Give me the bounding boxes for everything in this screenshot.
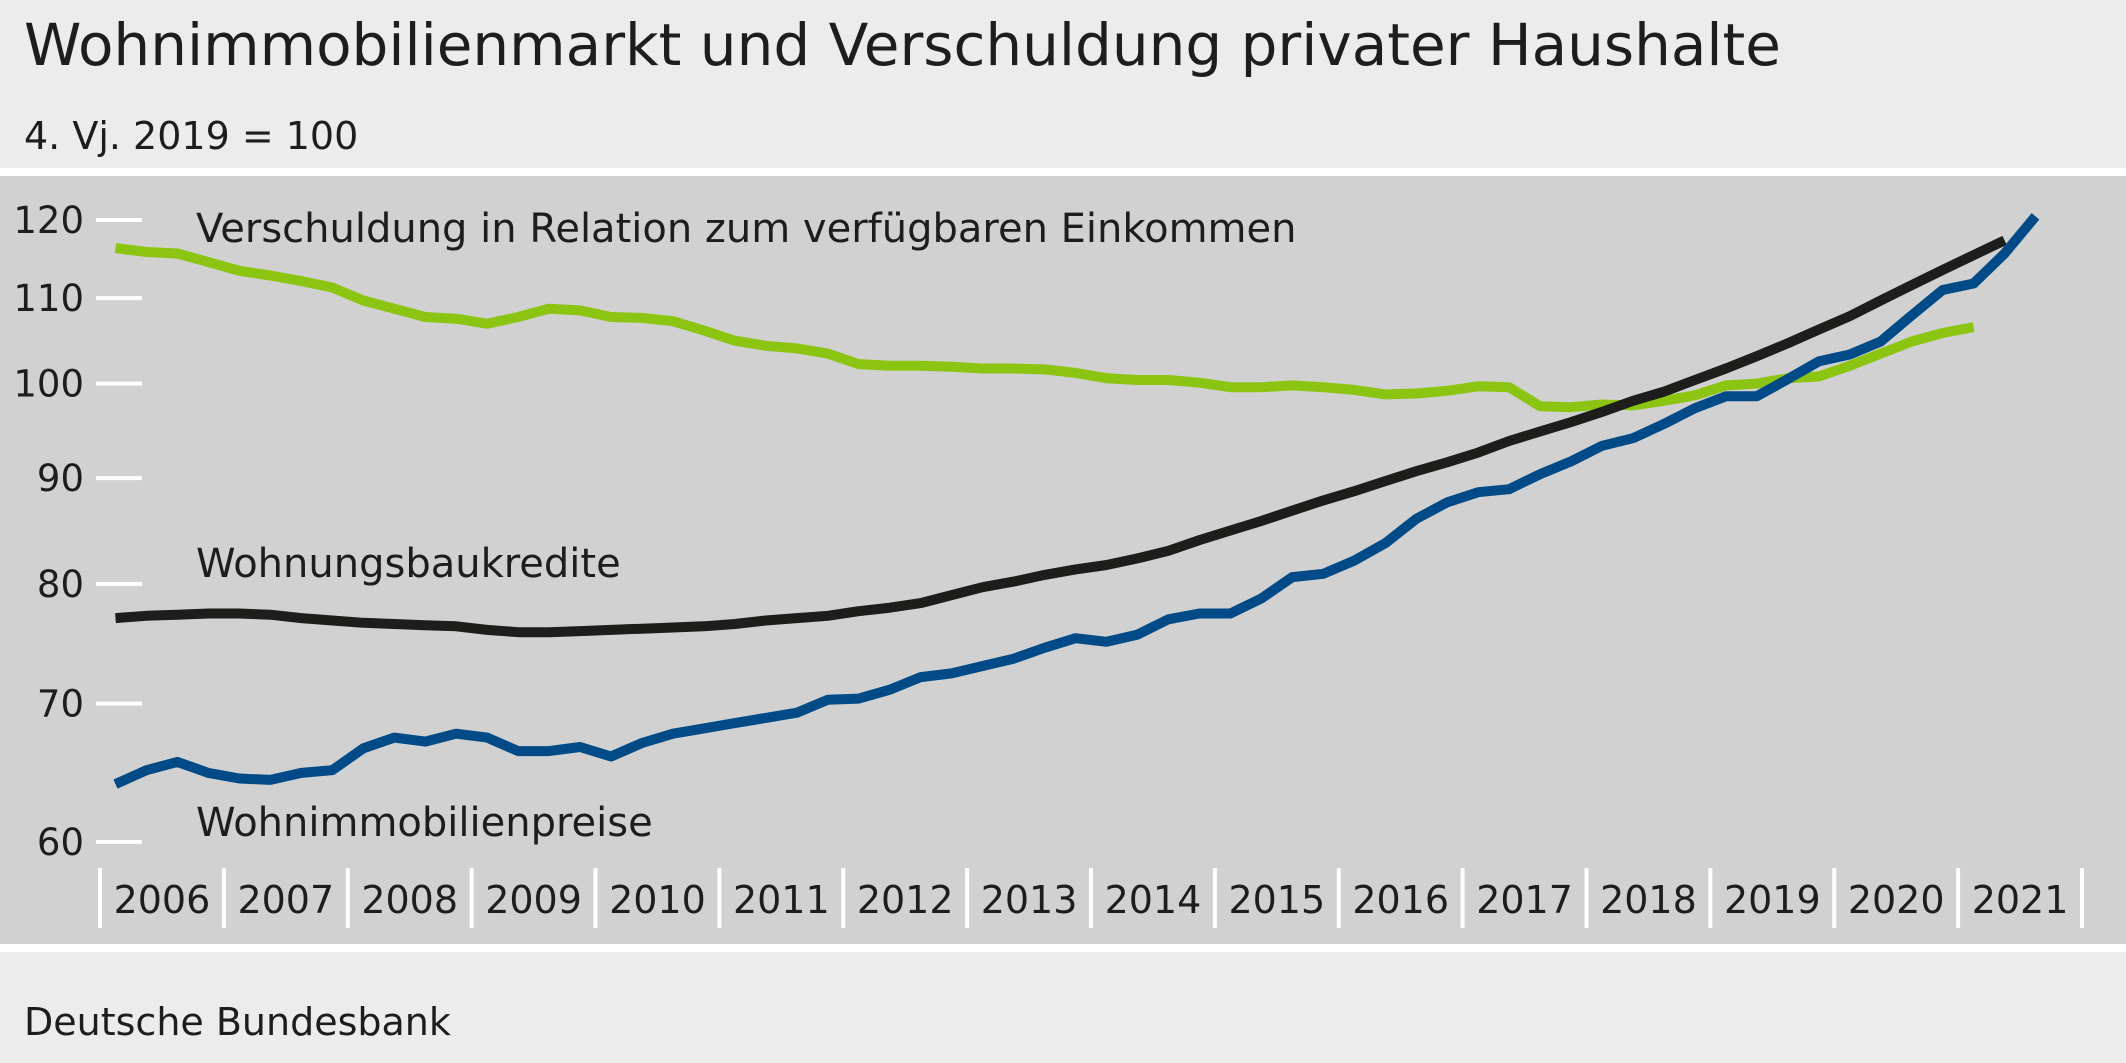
- series-line-wohnimmobilienpreise: [113, 213, 2040, 789]
- x-tick-label-2015: 2015: [1228, 878, 1325, 922]
- x-tick-label-2017: 2017: [1476, 878, 1573, 922]
- series-label-wohnimmobilienpreise: Wohnimmobilienpreise: [196, 800, 653, 846]
- top-divider: [0, 168, 2126, 176]
- x-tick-label-2013: 2013: [981, 878, 1078, 922]
- y-tick-label-100: 100: [13, 363, 84, 406]
- x-tick-label-2012: 2012: [857, 878, 954, 922]
- chart-subtitle: 4. Vj. 2019 = 100: [24, 114, 359, 158]
- series-lines: [113, 213, 2040, 789]
- y-tick-label-110: 110: [13, 277, 84, 320]
- plot-area: 60 70 80 90 100 110 120 2006 2007 2008 2009 2010 20…: [0, 176, 2126, 944]
- x-tick-label-2008: 2008: [361, 878, 458, 922]
- x-tick-label-2011: 2011: [733, 878, 830, 922]
- y-tick-label-80: 80: [37, 563, 84, 606]
- y-tick-label-90: 90: [37, 457, 84, 500]
- source-label: Deutsche Bundesbank: [24, 1000, 451, 1044]
- x-tick-label-2021: 2021: [1972, 878, 2069, 922]
- y-tick-label-60: 60: [37, 821, 84, 864]
- x-tick-label-2014: 2014: [1105, 878, 1202, 922]
- chart-title: Wohnimmobilienmarkt und Verschuldung pri…: [24, 11, 1781, 79]
- x-axis: 2006 2007 2008 2009 2010 2011 2012 2013 2014 2015…: [98, 868, 2084, 928]
- series-line-verschuldung: [114, 243, 1975, 413]
- y-axis: 60 70 80 90 100 110 120: [13, 199, 142, 864]
- y-tick-label-70: 70: [37, 683, 84, 726]
- x-tick-label-2020: 2020: [1848, 878, 1945, 922]
- footer: Deutsche Bundesbank: [0, 952, 2126, 1063]
- x-tick-label-2007: 2007: [237, 878, 334, 922]
- x-tick-label-2016: 2016: [1352, 878, 1449, 922]
- series-label-verschuldung: Verschuldung in Relation zum verfügbaren…: [196, 206, 1296, 252]
- series-label-wohnungsbaukredite: Wohnungsbaukredite: [196, 541, 621, 587]
- x-tick-label-2009: 2009: [485, 878, 582, 922]
- x-tick-label-2010: 2010: [609, 878, 706, 922]
- x-tick-label-2018: 2018: [1600, 878, 1697, 922]
- series-line-wohnungsbaukredite: [115, 235, 2007, 638]
- header: Wohnimmobilienmarkt und Verschuldung pri…: [0, 0, 2126, 168]
- x-tick-label-2006: 2006: [114, 878, 211, 922]
- bottom-divider: [0, 944, 2126, 952]
- series-labels: Verschuldung in Relation zum verfügbaren…: [196, 206, 1296, 846]
- y-tick-label-120: 120: [13, 199, 84, 242]
- x-tick-label-2019: 2019: [1724, 878, 1821, 922]
